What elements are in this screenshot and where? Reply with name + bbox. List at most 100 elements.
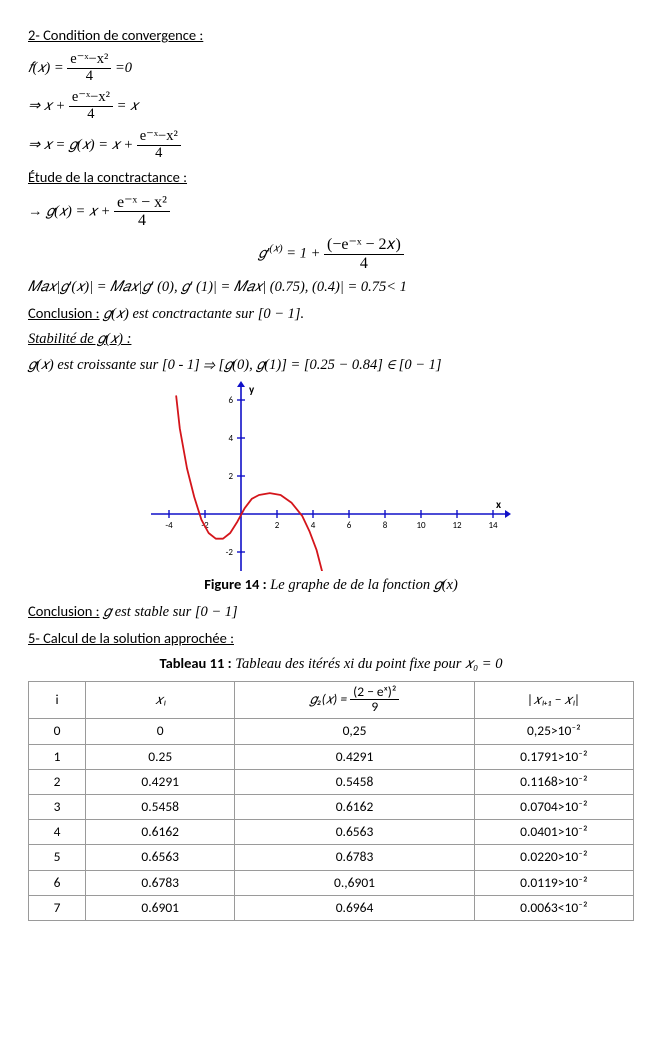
cell-d: 0,25>10⁻² [474, 719, 633, 744]
eq2-frac: e⁻ˣ−x² 4 [69, 90, 113, 123]
th-g-frac: (2 − eˣ)² 9 [350, 685, 399, 716]
cell-g: 0,25 [235, 719, 474, 744]
cell-i: 3 [29, 794, 86, 819]
tab-caption-rest: Tableau des itérés xi du point fixe pour… [232, 656, 503, 672]
eq5-mid: = 1 + [286, 245, 324, 261]
th-g: 𝑔₂(𝑥) = (2 − eˣ)² 9 [235, 681, 474, 719]
svg-text:6: 6 [228, 395, 233, 406]
eq3-pre: ⇒ 𝑥 = 𝑔(𝑥) = 𝑥 + [28, 137, 137, 153]
cell-d: 0.0704>10⁻² [474, 794, 633, 819]
svg-text:10: 10 [416, 520, 426, 531]
svg-text:4: 4 [311, 520, 316, 531]
cell-i: 7 [29, 895, 86, 920]
svg-text:2: 2 [228, 471, 233, 482]
cell-g: 0.6563 [235, 820, 474, 845]
eq3-num: e⁻ˣ−x² [137, 129, 181, 146]
equation-gprime: 𝑔′(𝑥) = 1 + (−e⁻ˣ − 2𝑥) 4 [28, 236, 634, 272]
concl2-text: 𝑔 est stable sur [0 − 1] [100, 604, 238, 620]
th-g-pre: 𝑔₂(𝑥) = [310, 690, 351, 707]
cell-d: 0.0220>10⁻² [474, 845, 633, 870]
svg-text:8: 8 [383, 520, 388, 531]
eq4-frac: e⁻ˣ − x² 4 [114, 194, 170, 230]
svg-text:y: y [249, 383, 255, 396]
cell-i: 0 [29, 719, 86, 744]
cell-g: 0.6162 [235, 794, 474, 819]
iterations-table: i 𝑥ᵢ 𝑔₂(𝑥) = (2 − eˣ)² 9 |𝑥ᵢ₊₁ − 𝑥ᵢ| 000… [28, 681, 634, 921]
cell-xi: 0.6901 [86, 895, 235, 920]
eq5-frac: (−e⁻ˣ − 2𝑥) 4 [324, 236, 404, 272]
eq2-post: = 𝑥 [117, 98, 139, 114]
cell-xi: 0.6162 [86, 820, 235, 845]
cell-g: 0.5458 [235, 769, 474, 794]
svg-text:14: 14 [488, 520, 498, 531]
th-g-den: 9 [350, 700, 399, 715]
cell-xi: 0.5458 [86, 794, 235, 819]
heading-stabilite: Stabilité de 𝑔(𝑥) : [28, 330, 634, 350]
eq3-den: 4 [137, 146, 181, 162]
fig-caption-bold: Figure 14 : [204, 575, 266, 593]
eq5-sup: (𝑥) [269, 243, 282, 255]
svg-text:x: x [496, 498, 501, 511]
svg-text:4: 4 [228, 433, 233, 444]
cell-xi: 0 [86, 719, 235, 744]
cell-g: 0.6783 [235, 845, 474, 870]
eq4-den: 4 [114, 212, 170, 230]
eq4-num: e⁻ˣ − x² [114, 194, 170, 213]
th-xi: 𝑥ᵢ [86, 681, 235, 719]
conclusion-stable: Conclusion : 𝑔 est stable sur [0 − 1] [28, 602, 634, 623]
eq5-pre: 𝑔′ [258, 245, 269, 261]
equation-g: → 𝑔(𝑥) = 𝑥 + e⁻ˣ − x² 4 [28, 194, 634, 230]
eq2-pre: ⇒ 𝑥 + [28, 98, 69, 114]
cell-g: 0.,6901 [235, 870, 474, 895]
cell-i: 2 [29, 769, 86, 794]
cell-i: 5 [29, 845, 86, 870]
fig-caption-rest: Le graphe de de la fonction 𝑔(x) [267, 577, 458, 593]
table-row: 40.61620.65630.0401>10⁻² [29, 820, 634, 845]
cell-i: 1 [29, 744, 86, 769]
cell-i: 4 [29, 820, 86, 845]
eq1-rhs: =0 [115, 59, 132, 75]
equation-imp1: ⇒ 𝑥 + e⁻ˣ−x² 4 = 𝑥 [28, 90, 634, 123]
svg-text:-2: -2 [226, 547, 234, 558]
eq1-num: e⁻ˣ−x² [67, 52, 111, 69]
equation-f: 𝑓(𝑥) = e⁻ˣ−x² 4 =0 [28, 52, 634, 85]
concl1-label: Conclusion : [28, 304, 100, 322]
cell-xi: 0.6563 [86, 845, 235, 870]
cell-xi: 0.6783 [86, 870, 235, 895]
svg-text:12: 12 [452, 520, 462, 531]
eq3-frac: e⁻ˣ−x² 4 [137, 129, 181, 162]
stabilite-text: 𝑔(𝑥) est croissante sur [0 - 1] ⇒ [𝑔(0),… [28, 356, 634, 376]
table-row: 30.54580.61620.0704>10⁻² [29, 794, 634, 819]
table-header-row: i 𝑥ᵢ 𝑔₂(𝑥) = (2 − eˣ)² 9 |𝑥ᵢ₊₁ − 𝑥ᵢ| [29, 681, 634, 719]
tab-caption-bold: Tableau 11 : [160, 654, 232, 672]
concl1-text: 𝑔(𝑥) est conctractante sur [0 − 1]. [100, 306, 305, 322]
svg-text:-4: -4 [165, 520, 173, 531]
eq4-pre: → 𝑔(𝑥) = 𝑥 + [28, 203, 114, 219]
eq1-lhs: 𝑓(𝑥) = [28, 59, 67, 75]
table-row: 70.69010.69640.0063<10⁻² [29, 895, 634, 920]
table-row: 60.67830.,69010.0119>10⁻² [29, 870, 634, 895]
cell-d: 0.1168>10⁻² [474, 769, 633, 794]
eq2-num: e⁻ˣ−x² [69, 90, 113, 107]
table-row: 50.65630.67830.0220>10⁻² [29, 845, 634, 870]
eq1-den: 4 [67, 69, 111, 85]
cell-i: 6 [29, 870, 86, 895]
cell-d: 0.0063<10⁻² [474, 895, 633, 920]
table-row: 10.250.42910.1791>10⁻² [29, 744, 634, 769]
conclusion-contractance: Conclusion : 𝑔(𝑥) est conctractante sur … [28, 304, 634, 325]
cell-d: 0.1791>10⁻² [474, 744, 633, 769]
svg-text:2: 2 [275, 520, 280, 531]
cell-d: 0.0401>10⁻² [474, 820, 633, 845]
cell-xi: 0.25 [86, 744, 235, 769]
table-row: 000,250,25>10⁻² [29, 719, 634, 744]
heading-contractance: Étude de la conctractance : [28, 168, 634, 188]
eq2-den: 4 [69, 107, 113, 123]
eq5-den: 4 [324, 255, 404, 273]
svg-text:6: 6 [347, 520, 352, 531]
cell-g: 0.4291 [235, 744, 474, 769]
concl2-label: Conclusion : [28, 602, 100, 620]
cell-xi: 0.4291 [86, 769, 235, 794]
figure-caption: Figure 14 : Le graphe de de la fonction … [28, 575, 634, 596]
figure-graph: -4-22468101214-2246xy [151, 381, 511, 571]
table-row: 20.42910.54580.1168>10⁻² [29, 769, 634, 794]
